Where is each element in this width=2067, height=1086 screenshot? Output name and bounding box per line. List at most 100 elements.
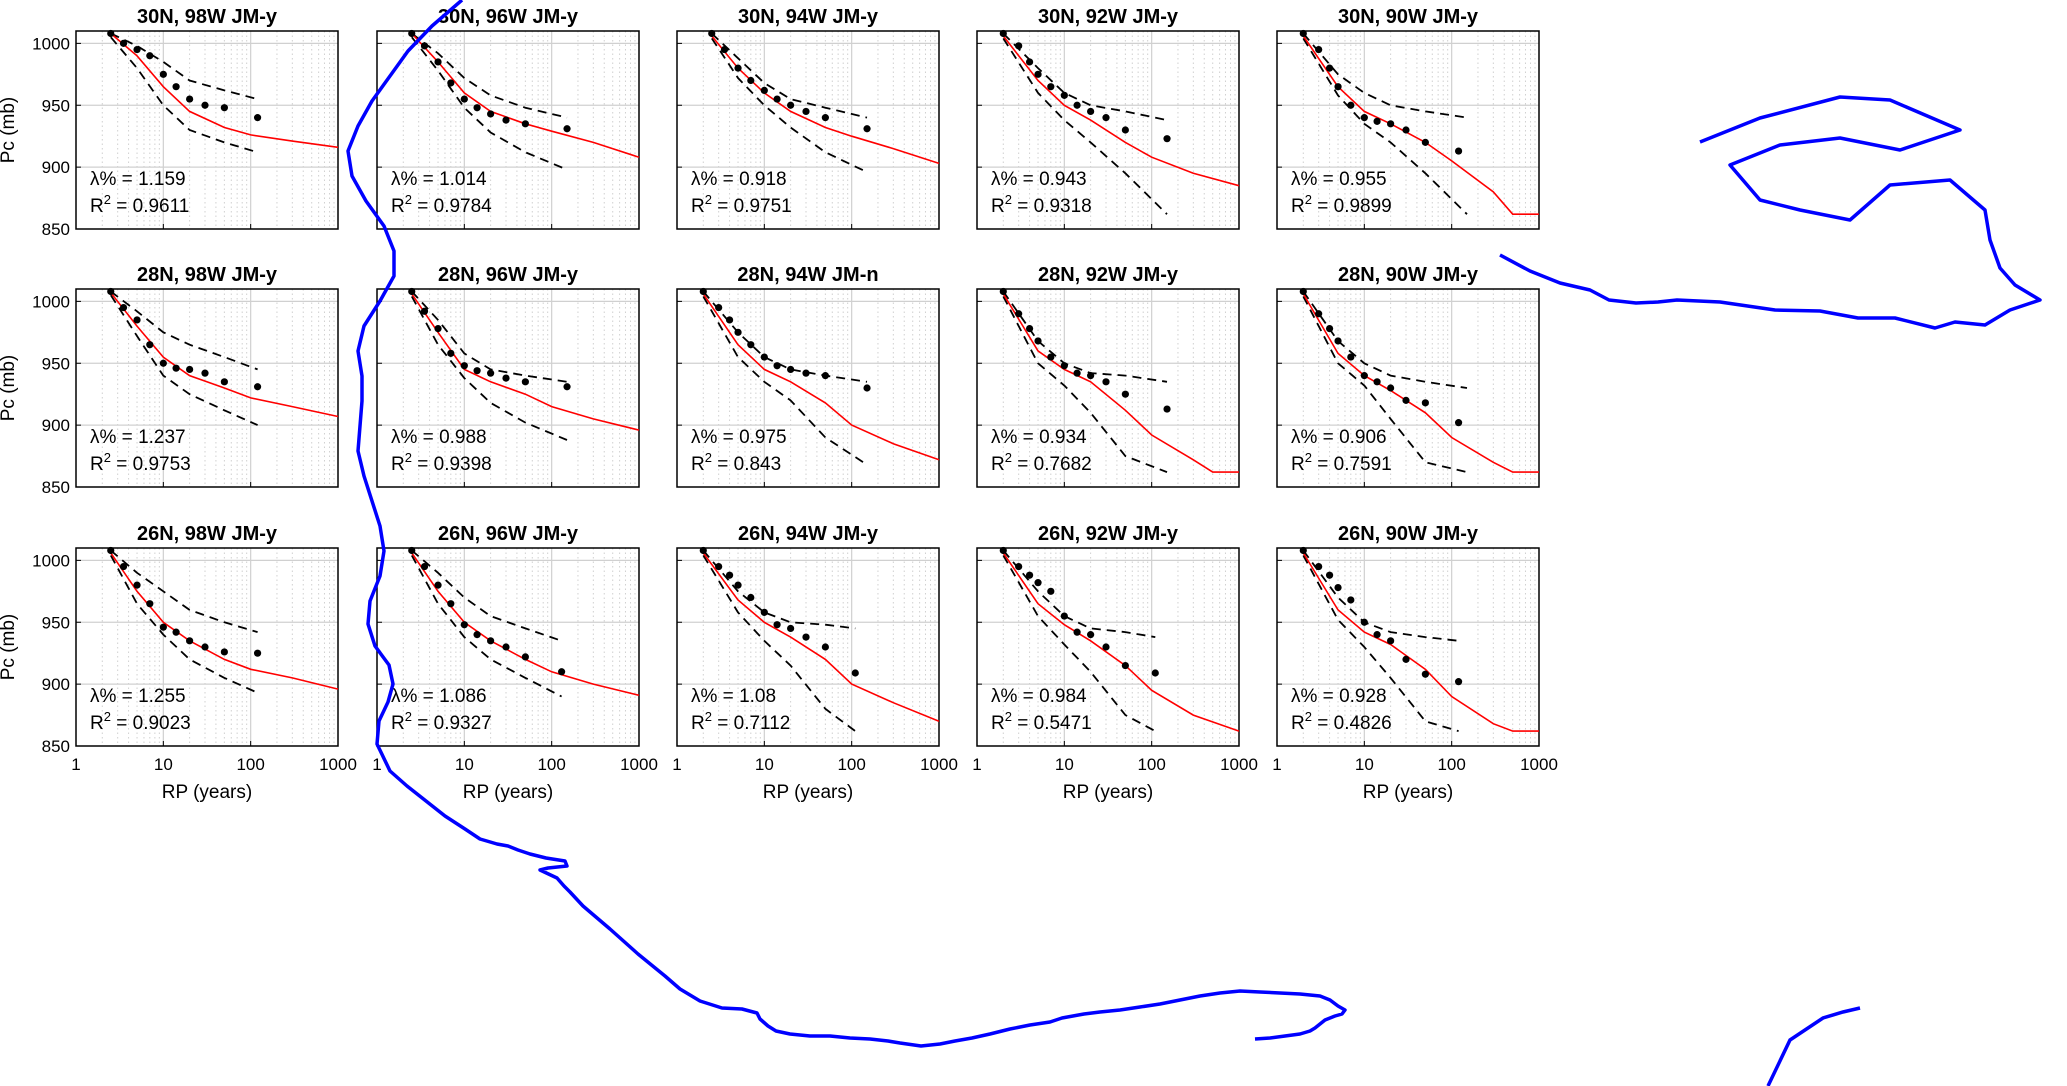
r2-letter: R xyxy=(691,196,705,217)
r2-superscript: 2 xyxy=(1005,192,1012,207)
x-tick-label: 1 xyxy=(672,755,681,774)
r2-superscript: 2 xyxy=(1305,192,1312,207)
confidence-upper-line xyxy=(1002,32,1168,121)
lambda-label: λ% = 0.906 xyxy=(1291,427,1387,448)
observed-point xyxy=(760,608,768,616)
confidence-upper-line xyxy=(1302,32,1468,119)
observed-point xyxy=(1315,562,1323,571)
storm-track-tail xyxy=(1766,1006,1861,1086)
observed-point xyxy=(1047,83,1055,91)
observed-point xyxy=(715,562,723,571)
r2-value: 0.9784 xyxy=(434,196,493,217)
observed-point xyxy=(773,362,781,370)
observed-point xyxy=(521,653,529,661)
confidence-upper-line xyxy=(702,549,856,630)
y-tick-label: 950 xyxy=(42,96,70,115)
lambda-value: 1.237 xyxy=(138,427,186,448)
r2-superscript: 2 xyxy=(1005,450,1012,465)
observed-point xyxy=(186,95,194,103)
observed-point xyxy=(1360,114,1368,122)
observed-point xyxy=(460,95,468,103)
observed-point xyxy=(1421,399,1429,407)
r2-value: 0.9398 xyxy=(434,454,492,475)
observed-point xyxy=(747,593,755,602)
r2-superscript: 2 xyxy=(104,709,111,724)
observed-point xyxy=(1060,362,1068,370)
confidence-upper-line xyxy=(1002,549,1156,638)
x-tick-label: 1000 xyxy=(1520,755,1558,774)
observed-point xyxy=(802,633,810,641)
r2-letter: R xyxy=(391,196,405,217)
r2-letter: R xyxy=(991,713,1005,734)
fit-curve xyxy=(411,552,640,697)
observed-point xyxy=(201,369,209,377)
confidence-lower-line xyxy=(702,295,868,466)
observed-point xyxy=(1015,310,1023,318)
x-axis-label: RP (years) xyxy=(162,782,252,803)
subplot-title: 30N, 94W JM-y xyxy=(738,6,879,28)
r2-label: R2 = 0.7682 xyxy=(991,450,1092,475)
observed-point xyxy=(773,621,781,629)
lambda-value: 0.984 xyxy=(1039,686,1087,707)
observed-point xyxy=(1151,669,1159,677)
r2-letter: R xyxy=(691,713,705,734)
confidence-upper-line xyxy=(702,290,868,383)
subplot-title: 26N, 98W JM-y xyxy=(137,523,278,545)
observed-point xyxy=(1102,643,1110,651)
confidence-upper-line xyxy=(1302,290,1468,389)
observed-point xyxy=(1334,584,1342,592)
axes-box xyxy=(676,30,940,230)
observed-point xyxy=(725,571,734,579)
lambda-prefix: λ% = xyxy=(1291,686,1339,707)
observed-point xyxy=(1025,58,1034,66)
r2-letter: R xyxy=(391,454,405,475)
confidence-lower-line xyxy=(110,36,258,154)
observed-point xyxy=(253,383,262,391)
observed-point xyxy=(473,367,481,375)
observed-point xyxy=(1163,405,1171,413)
observed-point xyxy=(172,83,180,91)
r2-letter: R xyxy=(1291,196,1305,217)
confidence-lower-line xyxy=(1002,554,1156,732)
observed-point xyxy=(186,637,194,645)
x-tick-label: 1 xyxy=(972,755,981,774)
lambda-label: λ% = 0.918 xyxy=(691,169,787,190)
lambda-label: λ% = 0.975 xyxy=(691,427,787,448)
subplot-title: 28N, 90W JM-y xyxy=(1338,264,1479,286)
r2-letter: R xyxy=(691,454,705,475)
observed-point xyxy=(558,668,566,676)
observed-point xyxy=(420,562,429,571)
subplot-13: 26N, 94W JM-y 1 10 100 1000 RP (years) λ% = 1.… xyxy=(672,523,958,803)
observed-point xyxy=(1034,70,1042,78)
observed-point xyxy=(1387,120,1395,128)
observed-point xyxy=(220,378,228,386)
y-tick-label: 950 xyxy=(42,354,70,373)
observed-point xyxy=(563,125,571,133)
x-tick-label: 100 xyxy=(236,755,264,774)
fit-curve xyxy=(711,35,940,165)
observed-point xyxy=(821,643,829,651)
lambda-label: λ% = 0.943 xyxy=(991,169,1087,190)
observed-point xyxy=(851,669,859,677)
observed-point xyxy=(1347,101,1355,109)
confidence-lower-line xyxy=(1002,295,1168,473)
y-tick-label: 900 xyxy=(42,158,70,177)
r2-label: R2 = 0.5471 xyxy=(991,709,1092,734)
confidence-lower-line xyxy=(1002,37,1168,215)
axes-box xyxy=(676,547,940,747)
observed-point xyxy=(159,70,167,78)
r2-prefix: = xyxy=(712,196,734,217)
confidence-upper-line xyxy=(110,549,258,633)
observed-point xyxy=(253,114,262,122)
observed-point xyxy=(1047,587,1055,595)
lambda-label: λ% = 1.159 xyxy=(90,169,186,190)
observed-point xyxy=(1121,661,1129,670)
confidence-lower-line xyxy=(411,36,568,171)
r2-letter: R xyxy=(991,454,1005,475)
storm-track-loop xyxy=(1499,95,2042,330)
y-tick-label: 1000 xyxy=(32,551,70,570)
r2-label: R2 = 0.7112 xyxy=(691,709,790,734)
